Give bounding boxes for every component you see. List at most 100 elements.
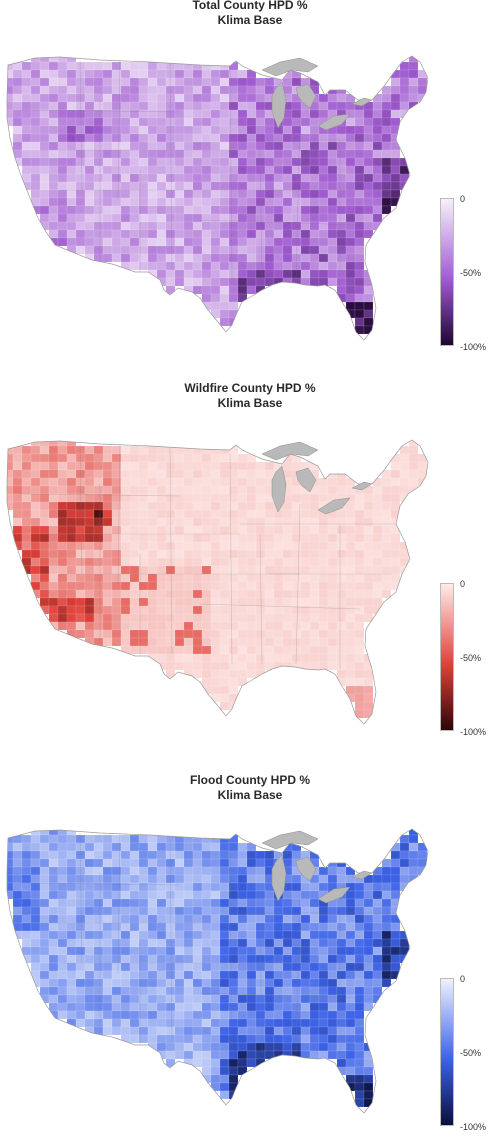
county-cell xyxy=(219,653,230,663)
county-cell xyxy=(381,197,392,207)
county-cell xyxy=(147,850,158,860)
county-cell xyxy=(183,898,194,908)
county-cell xyxy=(390,882,401,892)
county-cell xyxy=(57,117,68,127)
county-cell xyxy=(354,597,365,607)
county-cell xyxy=(57,461,68,471)
county-cell xyxy=(147,117,158,127)
county-cell xyxy=(399,69,410,79)
county-cell xyxy=(210,1074,221,1084)
county-cell xyxy=(156,613,167,623)
county-cell xyxy=(75,157,86,167)
county-cell xyxy=(102,930,113,940)
county-cell xyxy=(156,621,167,631)
county-cell xyxy=(264,549,275,559)
county-cell xyxy=(336,645,347,655)
county-cell xyxy=(318,621,329,631)
county-cell xyxy=(210,970,221,980)
county-cell xyxy=(309,117,320,127)
county-cell xyxy=(237,101,248,111)
county-cell xyxy=(201,229,212,239)
county-cell xyxy=(390,485,401,495)
county-cell xyxy=(57,898,68,908)
county-cell xyxy=(102,954,113,964)
county-cell xyxy=(255,1034,266,1044)
county-cell xyxy=(147,533,158,543)
county-cell xyxy=(48,829,59,836)
county-cell xyxy=(210,253,221,263)
county-cell xyxy=(309,109,320,119)
county-cell xyxy=(147,613,158,623)
county-cell xyxy=(273,237,284,247)
county-cell xyxy=(255,461,266,471)
county-cell xyxy=(75,834,86,844)
county-cell xyxy=(264,994,275,1004)
county-cell xyxy=(228,994,239,1004)
county-cell xyxy=(246,525,257,535)
county-cell xyxy=(138,842,149,852)
state-boundary xyxy=(199,603,361,610)
county-cell xyxy=(165,661,176,671)
county-cell xyxy=(327,1034,338,1044)
county-cell xyxy=(156,237,167,247)
county-cell xyxy=(246,970,257,980)
county-cell xyxy=(102,485,113,495)
county-cell xyxy=(300,597,311,607)
county-cell xyxy=(282,629,293,639)
county-cell xyxy=(174,125,185,135)
county-cell xyxy=(39,597,50,607)
county-cell xyxy=(93,970,104,980)
county-cell xyxy=(354,157,365,167)
county-cell xyxy=(102,557,113,567)
county-cell xyxy=(174,77,185,87)
county-cell xyxy=(201,181,212,191)
county-cell xyxy=(318,565,329,575)
county-cell xyxy=(102,565,113,575)
county-cell xyxy=(84,69,95,79)
county-cell xyxy=(363,1090,374,1100)
county-cell xyxy=(237,501,248,511)
county-cell xyxy=(273,938,284,948)
county-cell xyxy=(291,962,302,972)
county-cell xyxy=(354,149,365,159)
county-cell xyxy=(57,56,68,63)
county-cell xyxy=(66,213,77,223)
county-cell xyxy=(210,978,221,988)
county-cell xyxy=(147,866,158,876)
county-cell xyxy=(246,165,257,175)
county-cell xyxy=(183,133,194,143)
county-cell xyxy=(57,565,68,575)
county-cell xyxy=(66,77,77,87)
county-cell xyxy=(93,213,104,223)
county-cell xyxy=(282,501,293,511)
county-cell xyxy=(309,946,320,956)
county-cell xyxy=(228,277,239,287)
county-cell xyxy=(273,1010,284,1020)
county-cell xyxy=(147,197,158,207)
county-cell xyxy=(111,1002,122,1012)
county-cell xyxy=(318,906,329,916)
county-cell xyxy=(111,237,122,247)
county-cell xyxy=(48,77,59,87)
county-cell xyxy=(255,866,266,876)
county-cell xyxy=(138,485,149,495)
county-cell xyxy=(354,701,365,711)
county-cell xyxy=(75,1002,86,1012)
county-cell xyxy=(201,669,212,679)
county-cell xyxy=(273,922,284,932)
county-cell xyxy=(165,978,176,988)
state-boundary xyxy=(295,892,301,1054)
county-cell xyxy=(48,125,59,135)
county-cell xyxy=(381,125,392,135)
county-cell xyxy=(138,914,149,924)
county-cell xyxy=(30,930,41,940)
title-line-1: Flood County HPD % xyxy=(190,773,310,787)
legend-label-bottom: -100% xyxy=(460,342,487,352)
county-cell xyxy=(138,509,149,519)
county-cell xyxy=(174,1026,185,1036)
county-cell xyxy=(48,573,59,583)
county-cell xyxy=(120,962,131,972)
county-cell xyxy=(84,541,95,551)
county-cell xyxy=(183,946,194,956)
county-cell xyxy=(165,645,176,655)
